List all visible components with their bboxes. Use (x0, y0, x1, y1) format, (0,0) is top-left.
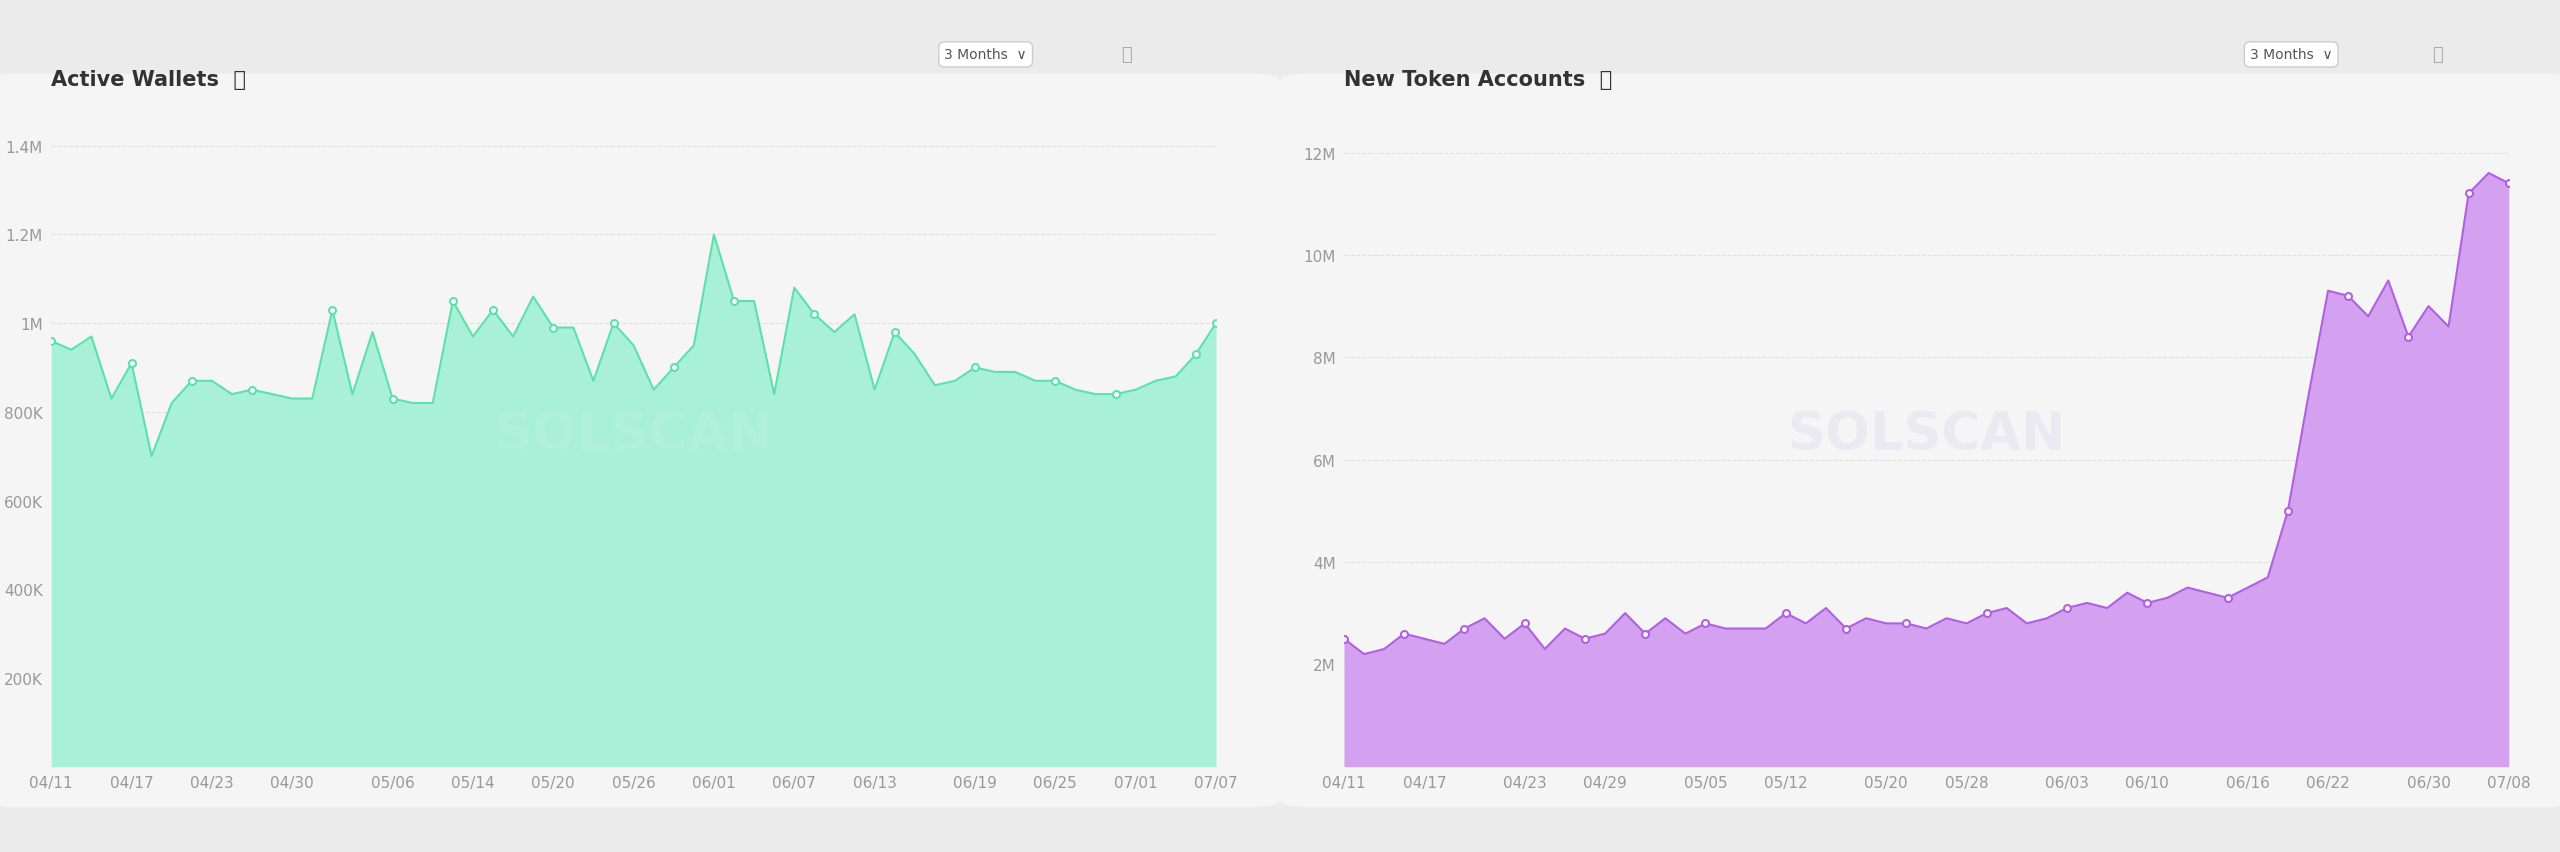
Text: 3 Months  ∨: 3 Months ∨ (2250, 49, 2332, 62)
Text: SOLSCAN: SOLSCAN (494, 409, 773, 460)
Text: ⎈: ⎈ (1121, 46, 1132, 65)
Text: 3 Months  ∨: 3 Months ∨ (945, 49, 1027, 62)
Text: Active Wallets  ⓘ: Active Wallets ⓘ (51, 70, 246, 89)
Text: New Token Accounts  ⓘ: New Token Accounts ⓘ (1344, 70, 1613, 89)
Text: SOLSCAN: SOLSCAN (1787, 409, 2066, 460)
Text: ⎈: ⎈ (2432, 46, 2442, 65)
